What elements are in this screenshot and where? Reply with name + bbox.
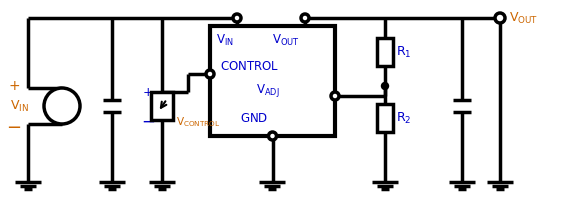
Circle shape [331,92,339,100]
Circle shape [301,14,309,22]
Circle shape [44,88,80,124]
Bar [210,26,335,136]
Text: $\mathrm{V_{ADJ}}$: $\mathrm{V_{ADJ}}$ [256,82,280,98]
Circle shape [206,70,214,78]
Text: $\mathrm{R_2}$: $\mathrm{R_2}$ [396,110,412,126]
Circle shape [495,13,505,23]
Text: $\mathrm{V_{OUT}}$: $\mathrm{V_{OUT}}$ [509,10,538,25]
Bar [377,38,393,66]
Text: $\mathrm{CONTROL}$: $\mathrm{CONTROL}$ [220,59,279,73]
Bar [151,92,173,120]
Text: $-$: $-$ [6,117,21,135]
Text: $-$: $-$ [141,112,155,130]
Text: $\mathrm{R_1}$: $\mathrm{R_1}$ [396,45,412,59]
Bar [377,104,393,132]
Text: $+$: $+$ [8,79,20,93]
Circle shape [269,132,276,140]
Text: $+$: $+$ [142,86,154,98]
Text: $\mathrm{V_{IN}}$: $\mathrm{V_{IN}}$ [216,33,234,48]
Text: $\mathrm{GND}$: $\mathrm{GND}$ [240,111,268,125]
Text: $\mathrm{V_{IN}}$: $\mathrm{V_{IN}}$ [10,98,29,114]
Circle shape [382,83,388,89]
Text: $\mathrm{V_{OUT}}$: $\mathrm{V_{OUT}}$ [272,33,300,48]
Text: $\mathrm{V_{CONTROL}}$: $\mathrm{V_{CONTROL}}$ [176,115,221,129]
Circle shape [233,14,241,22]
